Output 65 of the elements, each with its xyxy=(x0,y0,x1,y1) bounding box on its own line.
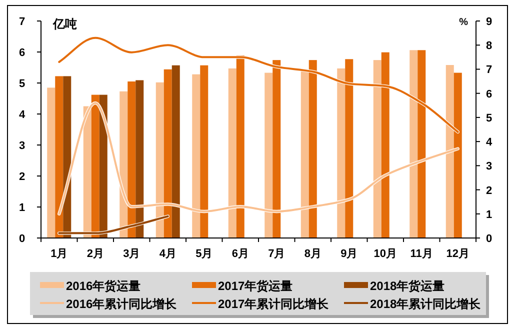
x-tick-label: 2月 xyxy=(86,248,104,260)
y2-tick-label: 4 xyxy=(486,136,493,149)
x-tick-label: 8月 xyxy=(304,248,322,260)
bar xyxy=(228,68,236,238)
bar xyxy=(410,50,418,238)
y-tick-label: 7 xyxy=(18,16,26,28)
bar xyxy=(272,60,281,238)
bar xyxy=(47,88,56,238)
bar xyxy=(55,76,64,238)
x-tick-label: 1月 xyxy=(50,248,68,260)
bar xyxy=(99,94,108,238)
y2-tick-label: 9 xyxy=(486,16,492,28)
y2-tick-label: 6 xyxy=(486,88,492,100)
bar xyxy=(172,65,180,238)
x-tick-label: 11月 xyxy=(410,248,433,260)
x-tick-label: 5月 xyxy=(196,248,213,260)
bar xyxy=(156,82,164,238)
y-tick-label: 4 xyxy=(18,109,26,121)
bar xyxy=(264,72,273,238)
bar xyxy=(454,72,462,238)
y2-axis-title: % xyxy=(459,17,468,28)
bar xyxy=(120,91,128,238)
bar xyxy=(308,60,317,238)
y-tick-label: 6 xyxy=(18,47,26,59)
legend-label: 2017年货运量 xyxy=(218,279,293,293)
bar xyxy=(236,55,244,238)
bar xyxy=(337,68,346,238)
x-tick-label: 6月 xyxy=(232,248,249,260)
y2-tick-label: 7 xyxy=(486,64,492,76)
x-tick-label: 10月 xyxy=(374,248,397,260)
legend-label: 2018年货运量 xyxy=(370,279,445,293)
bar xyxy=(300,71,309,238)
x-tick-label: 4月 xyxy=(159,248,176,260)
y2-tick-label: 0 xyxy=(486,233,492,245)
y-tick-label: 2 xyxy=(18,171,26,183)
bar xyxy=(136,80,144,238)
y2-tick-label: 5 xyxy=(486,112,492,124)
legend-label: 2016年货运量 xyxy=(66,279,141,293)
bar xyxy=(164,69,172,238)
y2-tick-label: 8 xyxy=(486,40,492,52)
legend-label: 2016年累计同比增长 xyxy=(66,297,178,311)
legend-label: 2018年累计同比增长 xyxy=(370,297,482,311)
y2-tick-label: 2 xyxy=(486,184,492,197)
y2-tick-label: 3 xyxy=(486,160,492,173)
bar xyxy=(373,60,382,238)
bar xyxy=(381,52,390,238)
y-axis-title: 亿吨 xyxy=(52,17,77,31)
y2-tick-label: 1 xyxy=(486,208,492,221)
bar xyxy=(200,65,208,238)
bar xyxy=(91,94,100,238)
x-tick-label: 3月 xyxy=(123,248,140,260)
x-tick-label: 7月 xyxy=(268,248,286,260)
bar xyxy=(83,106,92,238)
legend-label: 2017年累计同比增长 xyxy=(218,297,330,311)
y-tick-label: 5 xyxy=(18,78,26,90)
bar xyxy=(192,74,200,238)
y-tick-label: 3 xyxy=(18,140,26,152)
x-tick-label: 12月 xyxy=(446,248,470,260)
y-tick-label: 1 xyxy=(18,202,26,214)
bar xyxy=(418,50,426,238)
bar xyxy=(345,59,354,238)
x-tick-label: 9月 xyxy=(340,248,358,260)
y-tick-label: 0 xyxy=(18,233,26,245)
bar xyxy=(128,81,136,238)
bar xyxy=(446,65,454,238)
